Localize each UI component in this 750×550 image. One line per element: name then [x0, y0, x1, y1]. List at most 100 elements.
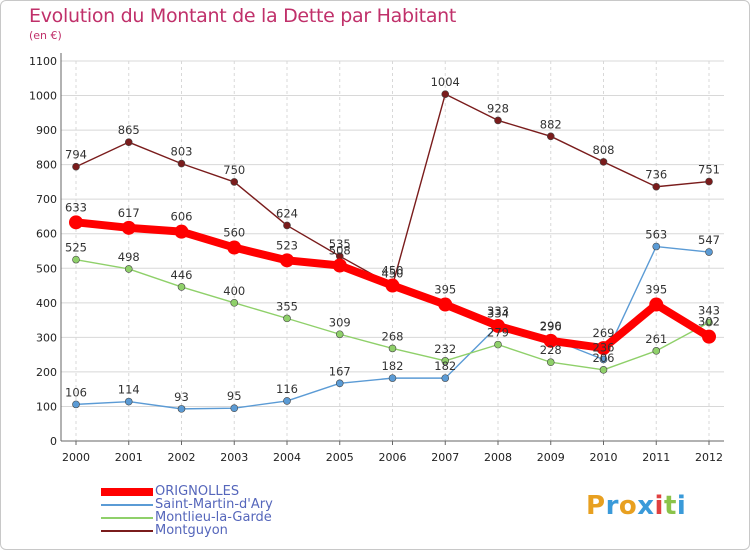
x-tick-label: 2012: [695, 451, 723, 464]
data-label-montlieu-la-garde: 343: [698, 304, 720, 318]
data-label-saint-martin-d-ary: 296: [540, 320, 562, 334]
data-label-montguyon: 450: [382, 267, 404, 281]
data-label-orignolles: 560: [223, 226, 245, 240]
point-montlieu-la-garde: [72, 255, 80, 264]
y-tick-label: 900: [36, 124, 57, 137]
data-label-montlieu-la-garde: 446: [171, 268, 193, 282]
point-orignolles: [649, 297, 664, 312]
y-tick-label: 200: [36, 366, 57, 379]
data-label-saint-martin-d-ary: 106: [65, 385, 87, 399]
x-tick-label: 2004: [273, 451, 301, 464]
data-label-montguyon: 794: [65, 148, 87, 162]
x-tick-label: 2005: [326, 451, 354, 464]
x-tick-label: 2008: [484, 451, 512, 464]
data-label-saint-martin-d-ary: 334: [487, 307, 509, 321]
data-label-montlieu-la-garde: 355: [276, 299, 298, 313]
data-label-montguyon: 928: [487, 101, 509, 115]
legend-swatch: [101, 516, 153, 519]
logo-letter: x: [637, 491, 655, 521]
point-saint-martin-d-ary: [72, 400, 80, 409]
point-saint-martin-d-ary: [177, 405, 186, 413]
point-orignolles: [69, 215, 83, 230]
logo-letter: r: [605, 491, 619, 521]
data-label-orignolles: 508: [329, 244, 351, 258]
data-label-montlieu-la-garde: 400: [223, 284, 245, 298]
point-orignolles: [385, 278, 400, 293]
data-label-montguyon: 736: [645, 168, 667, 182]
data-label-montlieu-la-garde: 228: [540, 343, 562, 357]
point-montlieu-la-garde: [441, 357, 450, 365]
point-montlieu-la-garde: [546, 358, 555, 367]
point-saint-martin-d-ary: [705, 248, 713, 256]
point-saint-martin-d-ary: [283, 397, 291, 405]
data-label-montguyon: 865: [118, 123, 140, 137]
logo-letter: i: [676, 491, 687, 521]
legend-entry: Montguyon: [101, 524, 273, 537]
point-montlieu-la-garde: [599, 366, 608, 374]
chart-unit-label: (en €): [29, 29, 62, 42]
data-label-orignolles: 606: [171, 210, 193, 224]
data-label-montlieu-la-garde: 525: [65, 241, 87, 255]
y-tick-label: 0: [50, 435, 57, 448]
x-tick-label: 2000: [62, 451, 90, 464]
point-montguyon: [72, 162, 80, 171]
legend-label: ORIGNOLLES: [155, 484, 240, 499]
point-saint-martin-d-ary: [652, 242, 661, 251]
data-label-orignolles: 450: [382, 264, 404, 278]
data-label-montguyon: 808: [593, 143, 615, 157]
chart-title: Evolution du Montant de la Dette par Hab…: [29, 5, 457, 27]
point-montlieu-la-garde: [388, 344, 397, 353]
data-label-montguyon: 803: [171, 145, 193, 159]
point-orignolles: [174, 224, 189, 239]
logo-letter: i: [654, 491, 664, 521]
data-label-orignolles: 395: [434, 283, 456, 297]
data-label-saint-martin-d-ary: 563: [645, 228, 667, 242]
point-montguyon: [599, 158, 608, 166]
logo-letter: P: [586, 491, 606, 521]
point-montguyon: [230, 178, 239, 186]
data-label-saint-martin-d-ary: 167: [329, 364, 351, 378]
point-montlieu-la-garde: [230, 299, 239, 307]
x-tick-label: 2010: [590, 451, 618, 464]
legend-swatch: [101, 487, 153, 496]
point-montlieu-la-garde: [652, 347, 661, 355]
point-saint-martin-d-ary: [230, 404, 239, 412]
data-label-orignolles: 617: [118, 206, 140, 220]
point-saint-martin-d-ary: [124, 397, 133, 406]
data-label-orignolles: 302: [698, 315, 720, 329]
legend-entry: Saint-Martin-d'Ary: [101, 498, 273, 511]
data-label-montlieu-la-garde: 268: [382, 329, 404, 343]
x-tick-label: 2002: [168, 451, 196, 464]
x-tick-label: 2009: [537, 451, 565, 464]
point-orignolles: [121, 220, 136, 235]
x-tick-label: 2006: [379, 451, 407, 464]
data-label-montguyon: 751: [698, 163, 720, 177]
data-label-orignolles: 269: [593, 326, 615, 340]
data-label-orignolles: 395: [645, 283, 667, 297]
data-label-saint-martin-d-ary: 182: [382, 359, 404, 373]
data-label-orignolles: 523: [276, 238, 298, 252]
data-label-montlieu-la-garde: 279: [487, 326, 509, 340]
proxiti-logo: Proxiti: [586, 491, 686, 521]
y-tick-label: 500: [36, 262, 57, 275]
legend-label: Saint-Martin-d'Ary: [155, 497, 273, 512]
axes: 0 100 200 300 400 500 600 700 800 900 1000 1100 2000…: [29, 53, 724, 464]
point-montguyon: [283, 221, 291, 230]
legend-entry: ORIGNOLLES: [101, 485, 273, 498]
point-orignolles: [543, 333, 558, 348]
data-label-saint-martin-d-ary: 95: [227, 389, 242, 403]
data-labels: 794 865 803 750 624 535 450 1004 928 882 808 736 751…: [65, 75, 720, 404]
x-tick-label: 2007: [431, 451, 459, 464]
data-label-saint-martin-d-ary: 116: [276, 382, 298, 396]
data-label-montlieu-la-garde: 232: [434, 342, 456, 356]
point-orignolles: [491, 318, 505, 333]
data-label-montguyon: 624: [276, 206, 298, 220]
data-label-montguyon: 750: [223, 163, 245, 177]
data-label-montlieu-la-garde: 261: [645, 332, 667, 346]
x-tick-label: 2003: [220, 451, 248, 464]
data-label-montguyon: 1004: [431, 75, 460, 89]
point-orignolles: [280, 253, 294, 268]
point-montlieu-la-garde: [335, 330, 344, 339]
legend-swatch: [101, 503, 153, 506]
point-montguyon: [494, 116, 502, 125]
